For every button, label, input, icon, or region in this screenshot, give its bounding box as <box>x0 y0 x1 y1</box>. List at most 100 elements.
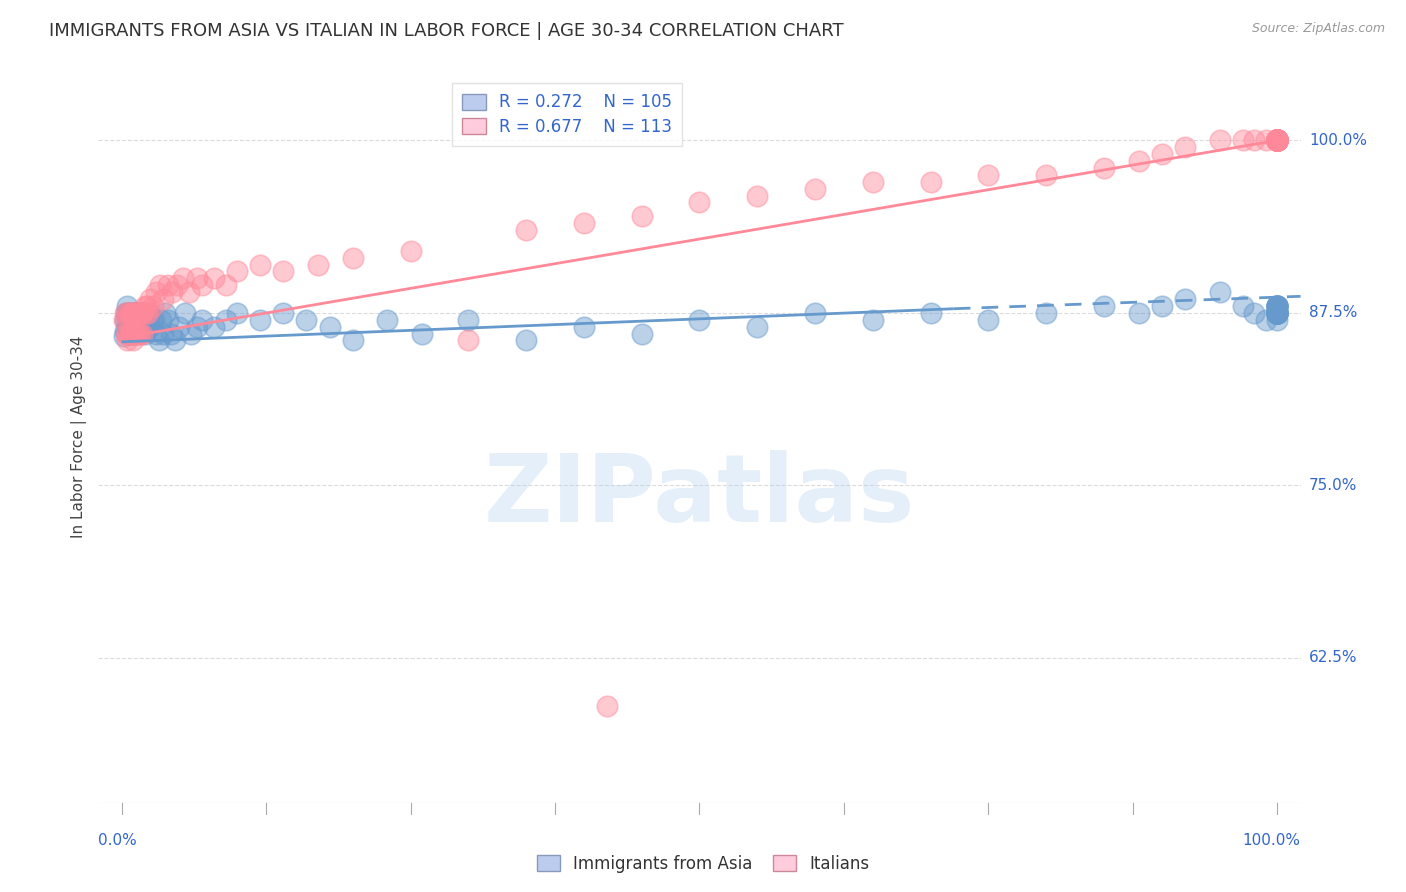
Point <box>152 292 174 306</box>
Point <box>1267 133 1289 147</box>
Point <box>1267 299 1289 313</box>
Point <box>202 271 225 285</box>
Point <box>1267 299 1289 313</box>
Point <box>135 312 157 326</box>
Point <box>1267 133 1289 147</box>
Point <box>125 326 148 341</box>
Point <box>115 306 138 320</box>
Point <box>134 326 156 341</box>
Point <box>160 326 183 341</box>
Point <box>1267 133 1289 147</box>
Point <box>1267 306 1289 320</box>
Point <box>457 312 479 326</box>
Point <box>1267 299 1289 313</box>
Point <box>145 326 167 341</box>
Point <box>149 312 172 326</box>
Point <box>1267 133 1289 147</box>
Point <box>1267 133 1289 147</box>
Point <box>121 306 143 320</box>
Point <box>226 306 249 320</box>
Point <box>688 312 710 326</box>
Point <box>132 306 155 320</box>
Point <box>596 699 619 714</box>
Point <box>1243 306 1265 320</box>
Point <box>249 258 271 272</box>
Point <box>1267 133 1289 147</box>
Point <box>128 326 150 341</box>
Point <box>342 334 364 348</box>
Point <box>1267 306 1289 320</box>
Point <box>1267 133 1289 147</box>
Point <box>630 209 652 223</box>
Point <box>1267 299 1289 313</box>
Point <box>1267 133 1289 147</box>
Point <box>1267 306 1289 320</box>
Point <box>122 312 145 326</box>
Point <box>127 319 149 334</box>
Point <box>202 319 225 334</box>
Point <box>129 326 152 341</box>
Point <box>920 306 942 320</box>
Point <box>1267 306 1289 320</box>
Point <box>1267 133 1289 147</box>
Point <box>131 306 153 320</box>
Point <box>411 326 433 341</box>
Point <box>1267 133 1289 147</box>
Point <box>1267 306 1289 320</box>
Point <box>117 306 139 320</box>
Point <box>114 312 136 326</box>
Point <box>214 278 236 293</box>
Point <box>1267 133 1289 147</box>
Point <box>1267 299 1289 313</box>
Point <box>117 312 139 326</box>
Point <box>226 264 249 278</box>
Point <box>1267 312 1289 326</box>
Text: 62.5%: 62.5% <box>1309 650 1357 665</box>
Point <box>121 326 143 341</box>
Point <box>572 319 595 334</box>
Point <box>1267 133 1289 147</box>
Point <box>120 306 142 320</box>
Point <box>118 306 141 320</box>
Point <box>174 306 197 320</box>
Point <box>122 306 145 320</box>
Point <box>122 312 145 326</box>
Text: 100.0%: 100.0% <box>1243 833 1301 848</box>
Point <box>1208 285 1230 300</box>
Point <box>115 326 138 341</box>
Point <box>117 299 139 313</box>
Point <box>1267 133 1289 147</box>
Point <box>342 251 364 265</box>
Point <box>1243 133 1265 147</box>
Point <box>124 326 146 341</box>
Point <box>124 306 146 320</box>
Point <box>920 175 942 189</box>
Point <box>1232 299 1254 313</box>
Point <box>1092 161 1115 175</box>
Point <box>307 258 329 272</box>
Point <box>121 326 143 341</box>
Point <box>120 306 142 320</box>
Text: 0.0%: 0.0% <box>98 833 138 848</box>
Point <box>1267 299 1289 313</box>
Legend: R = 0.272    N = 105, R = 0.677    N = 113: R = 0.272 N = 105, R = 0.677 N = 113 <box>453 83 682 146</box>
Point <box>136 319 159 334</box>
Point <box>125 312 148 326</box>
Point <box>457 334 479 348</box>
Point <box>128 306 150 320</box>
Point <box>117 319 139 334</box>
Point <box>1267 306 1289 320</box>
Point <box>1267 133 1289 147</box>
Point <box>129 306 152 320</box>
Point <box>139 292 162 306</box>
Point <box>180 326 202 341</box>
Point <box>122 306 145 320</box>
Text: 87.5%: 87.5% <box>1309 305 1357 320</box>
Point <box>131 326 153 341</box>
Point <box>131 319 153 334</box>
Point <box>155 306 177 320</box>
Point <box>1267 133 1289 147</box>
Point <box>117 326 139 341</box>
Point <box>136 312 159 326</box>
Text: IMMIGRANTS FROM ASIA VS ITALIAN IN LABOR FORCE | AGE 30-34 CORRELATION CHART: IMMIGRANTS FROM ASIA VS ITALIAN IN LABOR… <box>49 22 844 40</box>
